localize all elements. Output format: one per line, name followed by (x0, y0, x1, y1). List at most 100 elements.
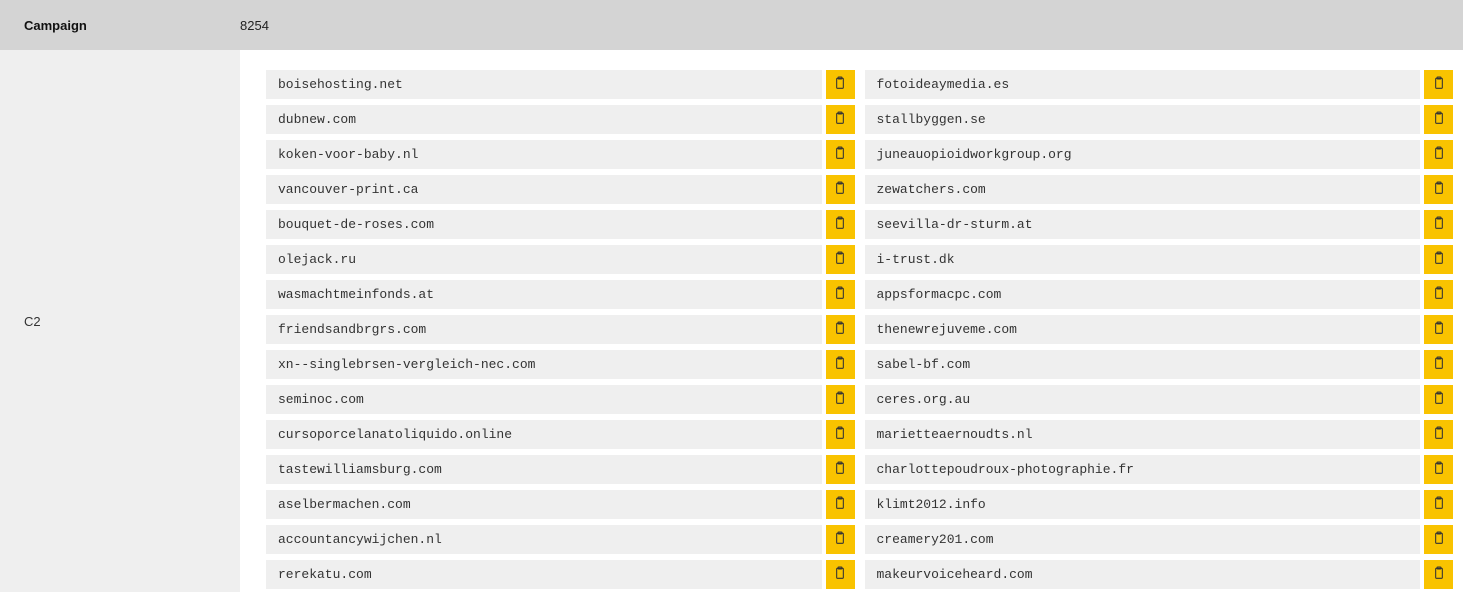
copy-button[interactable] (826, 315, 855, 344)
copy-button[interactable] (826, 525, 855, 554)
copy-button[interactable] (1424, 350, 1453, 379)
clipboard-icon (832, 250, 848, 269)
clipboard-icon (1431, 460, 1447, 479)
domain-text: ceres.org.au (865, 385, 1421, 414)
copy-button[interactable] (826, 455, 855, 484)
domain-row: sabel-bf.com (865, 350, 1454, 379)
domain-row: creamery201.com (865, 525, 1454, 554)
copy-button[interactable] (826, 350, 855, 379)
domain-row: thenewrejuveme.com (865, 315, 1454, 344)
clipboard-icon (832, 75, 848, 94)
clipboard-icon (1431, 390, 1447, 409)
clipboard-icon (832, 320, 848, 339)
clipboard-icon (832, 110, 848, 129)
clipboard-icon (1431, 110, 1447, 129)
copy-button[interactable] (826, 70, 855, 99)
c2-label: C2 (0, 50, 240, 592)
domain-row: juneauopioidworkgroup.org (865, 140, 1454, 169)
copy-button[interactable] (826, 490, 855, 519)
clipboard-icon (832, 565, 848, 584)
copy-button[interactable] (826, 245, 855, 274)
copy-button[interactable] (1424, 455, 1453, 484)
domain-column-right: fotoideaymedia.es stallbyggen.se juneauopi… (865, 70, 1454, 592)
copy-button[interactable] (1424, 70, 1453, 99)
domain-text: accountancywijchen.nl (266, 525, 822, 554)
clipboard-icon (1431, 565, 1447, 584)
copy-button[interactable] (826, 175, 855, 204)
domain-row: accountancywijchen.nl (266, 525, 855, 554)
domain-row: vancouver-print.ca (266, 175, 855, 204)
domain-row: stallbyggen.se (865, 105, 1454, 134)
clipboard-icon (832, 180, 848, 199)
clipboard-icon (1431, 355, 1447, 374)
domain-text: makeurvoiceheard.com (865, 560, 1421, 589)
domain-text: boisehosting.net (266, 70, 822, 99)
clipboard-icon (832, 355, 848, 374)
domain-row: charlottepoudroux-photographie.fr (865, 455, 1454, 484)
campaign-value: 8254 (240, 18, 269, 33)
header-row: Campaign 8254 (0, 0, 1463, 50)
domain-text: sabel-bf.com (865, 350, 1421, 379)
domain-text: zewatchers.com (865, 175, 1421, 204)
copy-button[interactable] (1424, 140, 1453, 169)
clipboard-icon (1431, 145, 1447, 164)
copy-button[interactable] (1424, 245, 1453, 274)
copy-button[interactable] (826, 560, 855, 589)
clipboard-icon (1431, 215, 1447, 234)
domain-row: xn--singlebrsen-vergleich-nec.com (266, 350, 855, 379)
domain-text: creamery201.com (865, 525, 1421, 554)
copy-button[interactable] (826, 385, 855, 414)
domain-text: vancouver-print.ca (266, 175, 822, 204)
domain-row: wasmachtmeinfonds.at (266, 280, 855, 309)
domain-row: appsformacpc.com (865, 280, 1454, 309)
domain-row: tastewilliamsburg.com (266, 455, 855, 484)
domain-text: i-trust.dk (865, 245, 1421, 274)
domain-text: stallbyggen.se (865, 105, 1421, 134)
copy-button[interactable] (1424, 385, 1453, 414)
body-row: C2 boisehosting.netdubnew.comkoken-voor-… (0, 50, 1463, 592)
copy-button[interactable] (826, 420, 855, 449)
copy-button[interactable] (1424, 420, 1453, 449)
domain-text: thenewrejuveme.com (865, 315, 1421, 344)
copy-button[interactable] (1424, 525, 1453, 554)
domain-row: fotoideaymedia.es (865, 70, 1454, 99)
domain-text: seevilla-dr-sturm.at (865, 210, 1421, 239)
copy-button[interactable] (1424, 175, 1453, 204)
clipboard-icon (832, 495, 848, 514)
domain-text: rerekatu.com (266, 560, 822, 589)
domain-text: juneauopioidworkgroup.org (865, 140, 1421, 169)
clipboard-icon (832, 215, 848, 234)
domain-row: bouquet-de-roses.com (266, 210, 855, 239)
copy-button[interactable] (1424, 490, 1453, 519)
domain-text: charlottepoudroux-photographie.fr (865, 455, 1421, 484)
campaign-label: Campaign (0, 18, 240, 33)
domain-text: friendsandbrgrs.com (266, 315, 822, 344)
domain-text: aselbermachen.com (266, 490, 822, 519)
domain-text: olejack.ru (266, 245, 822, 274)
domain-text: xn--singlebrsen-vergleich-nec.com (266, 350, 822, 379)
copy-button[interactable] (1424, 560, 1453, 589)
copy-button[interactable] (826, 105, 855, 134)
clipboard-icon (1431, 425, 1447, 444)
clipboard-icon (832, 390, 848, 409)
domain-row: olejack.ru (266, 245, 855, 274)
domain-row: zewatchers.com (865, 175, 1454, 204)
clipboard-icon (1431, 530, 1447, 549)
copy-button[interactable] (826, 210, 855, 239)
copy-button[interactable] (1424, 210, 1453, 239)
copy-button[interactable] (1424, 315, 1453, 344)
domain-text: fotoideaymedia.es (865, 70, 1421, 99)
copy-button[interactable] (1424, 280, 1453, 309)
domain-row: cursoporcelanatoliquido.online (266, 420, 855, 449)
domain-text: klimt2012.info (865, 490, 1421, 519)
clipboard-icon (1431, 495, 1447, 514)
copy-button[interactable] (1424, 105, 1453, 134)
domain-row: makeurvoiceheard.com (865, 560, 1454, 589)
copy-button[interactable] (826, 140, 855, 169)
copy-button[interactable] (826, 280, 855, 309)
domain-text: koken-voor-baby.nl (266, 140, 822, 169)
domain-text: cursoporcelanatoliquido.online (266, 420, 822, 449)
clipboard-icon (832, 530, 848, 549)
domain-row: aselbermachen.com (266, 490, 855, 519)
domain-text: tastewilliamsburg.com (266, 455, 822, 484)
